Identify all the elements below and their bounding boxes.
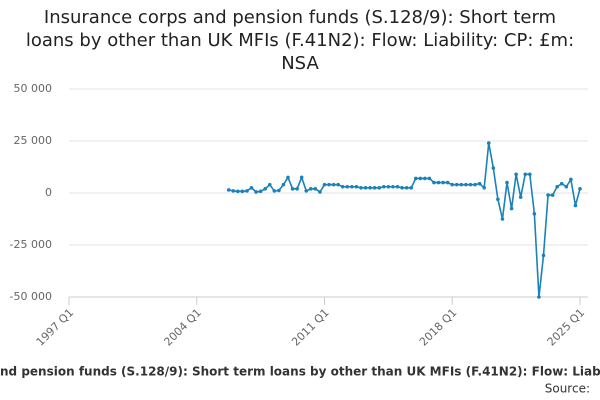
x-tick-label: 2025 Q1 (545, 306, 588, 349)
data-point (413, 176, 418, 181)
data-point (263, 187, 267, 191)
data-point (518, 195, 523, 199)
data-point (340, 184, 345, 189)
data-point (541, 253, 546, 258)
y-tick-label: -25 000 (10, 238, 52, 251)
data-point (409, 186, 413, 190)
x-tick-label: 2018 Q1 (417, 306, 460, 349)
series-line (228, 142, 581, 298)
data-point (514, 172, 518, 177)
data-point (372, 186, 377, 190)
data-point (281, 182, 286, 187)
data-point (550, 193, 555, 197)
data-point (331, 182, 336, 187)
data-point (564, 184, 569, 189)
data-point (432, 180, 436, 185)
data-point (322, 182, 327, 187)
data-point (404, 186, 409, 190)
data-point (258, 189, 263, 194)
chart-title: Insurance corps and pension funds (S.128… (25, 7, 575, 74)
data-point (386, 184, 391, 189)
data-point (359, 186, 363, 190)
data-point (482, 186, 486, 190)
data-point (295, 187, 299, 191)
data-point (537, 295, 541, 299)
source: Source: (545, 382, 590, 396)
x-tick-label: 2011 Q1 (289, 306, 332, 349)
data-point (368, 186, 372, 190)
data-point (491, 166, 496, 170)
y-tick-label: -50 000 (10, 290, 52, 303)
data-point (304, 189, 309, 193)
data-point (363, 186, 368, 190)
data-point (299, 175, 304, 180)
data-point (377, 186, 382, 190)
data-point (336, 182, 340, 187)
data-point (486, 141, 491, 145)
data-point (267, 182, 272, 187)
data-point (523, 172, 528, 177)
data-point (496, 197, 500, 202)
data-point (505, 180, 509, 185)
data-point (236, 189, 240, 194)
y-tick-label: 25 000 (14, 134, 53, 147)
data-point (468, 182, 473, 187)
data-point (569, 177, 573, 182)
data-point (573, 203, 578, 208)
x-tick-label: 2004 Q1 (161, 306, 204, 349)
data-point (418, 176, 423, 181)
data-point (226, 188, 231, 192)
data-point (350, 184, 354, 189)
data-point (249, 186, 254, 190)
data-point (277, 188, 281, 193)
data-point (345, 184, 350, 189)
data-point (395, 184, 400, 189)
data-point (427, 176, 432, 181)
data-point (391, 184, 395, 189)
data-point (254, 190, 258, 194)
data-point (400, 186, 404, 190)
y-tick-label: 50 000 (14, 82, 53, 95)
data-point (327, 182, 331, 187)
data-point (231, 189, 236, 193)
data-point (240, 189, 245, 194)
data-point (313, 187, 318, 191)
chart-footer: Insurance corps and pension funds (S.128… (0, 365, 600, 379)
data-point (546, 193, 550, 197)
data-point (245, 189, 249, 193)
data-point (464, 182, 468, 187)
data-point (382, 184, 386, 189)
data-point (473, 182, 477, 187)
data-point (450, 182, 455, 187)
data-point (286, 175, 290, 180)
x-tick-label: 1997 Q1 (34, 306, 77, 349)
data-point (455, 182, 459, 187)
data-point (354, 184, 359, 189)
data-point (459, 182, 464, 187)
data-point (272, 189, 277, 193)
data-point (509, 206, 514, 211)
data-point (532, 212, 537, 216)
data-point (559, 181, 564, 186)
data-point (578, 187, 582, 191)
data-point (436, 180, 441, 185)
data-point (441, 180, 445, 185)
data-point (555, 184, 559, 189)
y-tick-label: 0 (45, 186, 52, 199)
data-point (290, 187, 295, 191)
data-point (309, 187, 313, 191)
data-point (423, 176, 427, 181)
data-point (477, 181, 482, 186)
data-point (528, 172, 532, 177)
data-point (318, 190, 322, 194)
data-point (445, 180, 450, 185)
data-point (500, 217, 505, 221)
